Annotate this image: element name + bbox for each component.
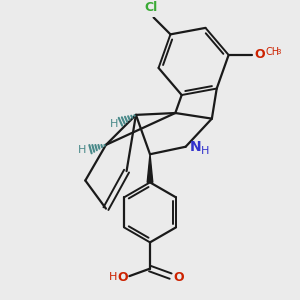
Polygon shape	[147, 154, 153, 182]
Text: H: H	[109, 272, 117, 282]
Text: 3: 3	[276, 49, 281, 55]
Text: H: H	[78, 145, 87, 154]
Text: CH: CH	[265, 47, 279, 57]
Text: N: N	[189, 140, 201, 154]
Text: O: O	[173, 271, 184, 284]
Text: O: O	[254, 49, 265, 62]
Text: H: H	[110, 119, 118, 129]
Text: O: O	[117, 271, 128, 284]
Text: H: H	[201, 146, 209, 155]
Text: Cl: Cl	[144, 1, 158, 14]
